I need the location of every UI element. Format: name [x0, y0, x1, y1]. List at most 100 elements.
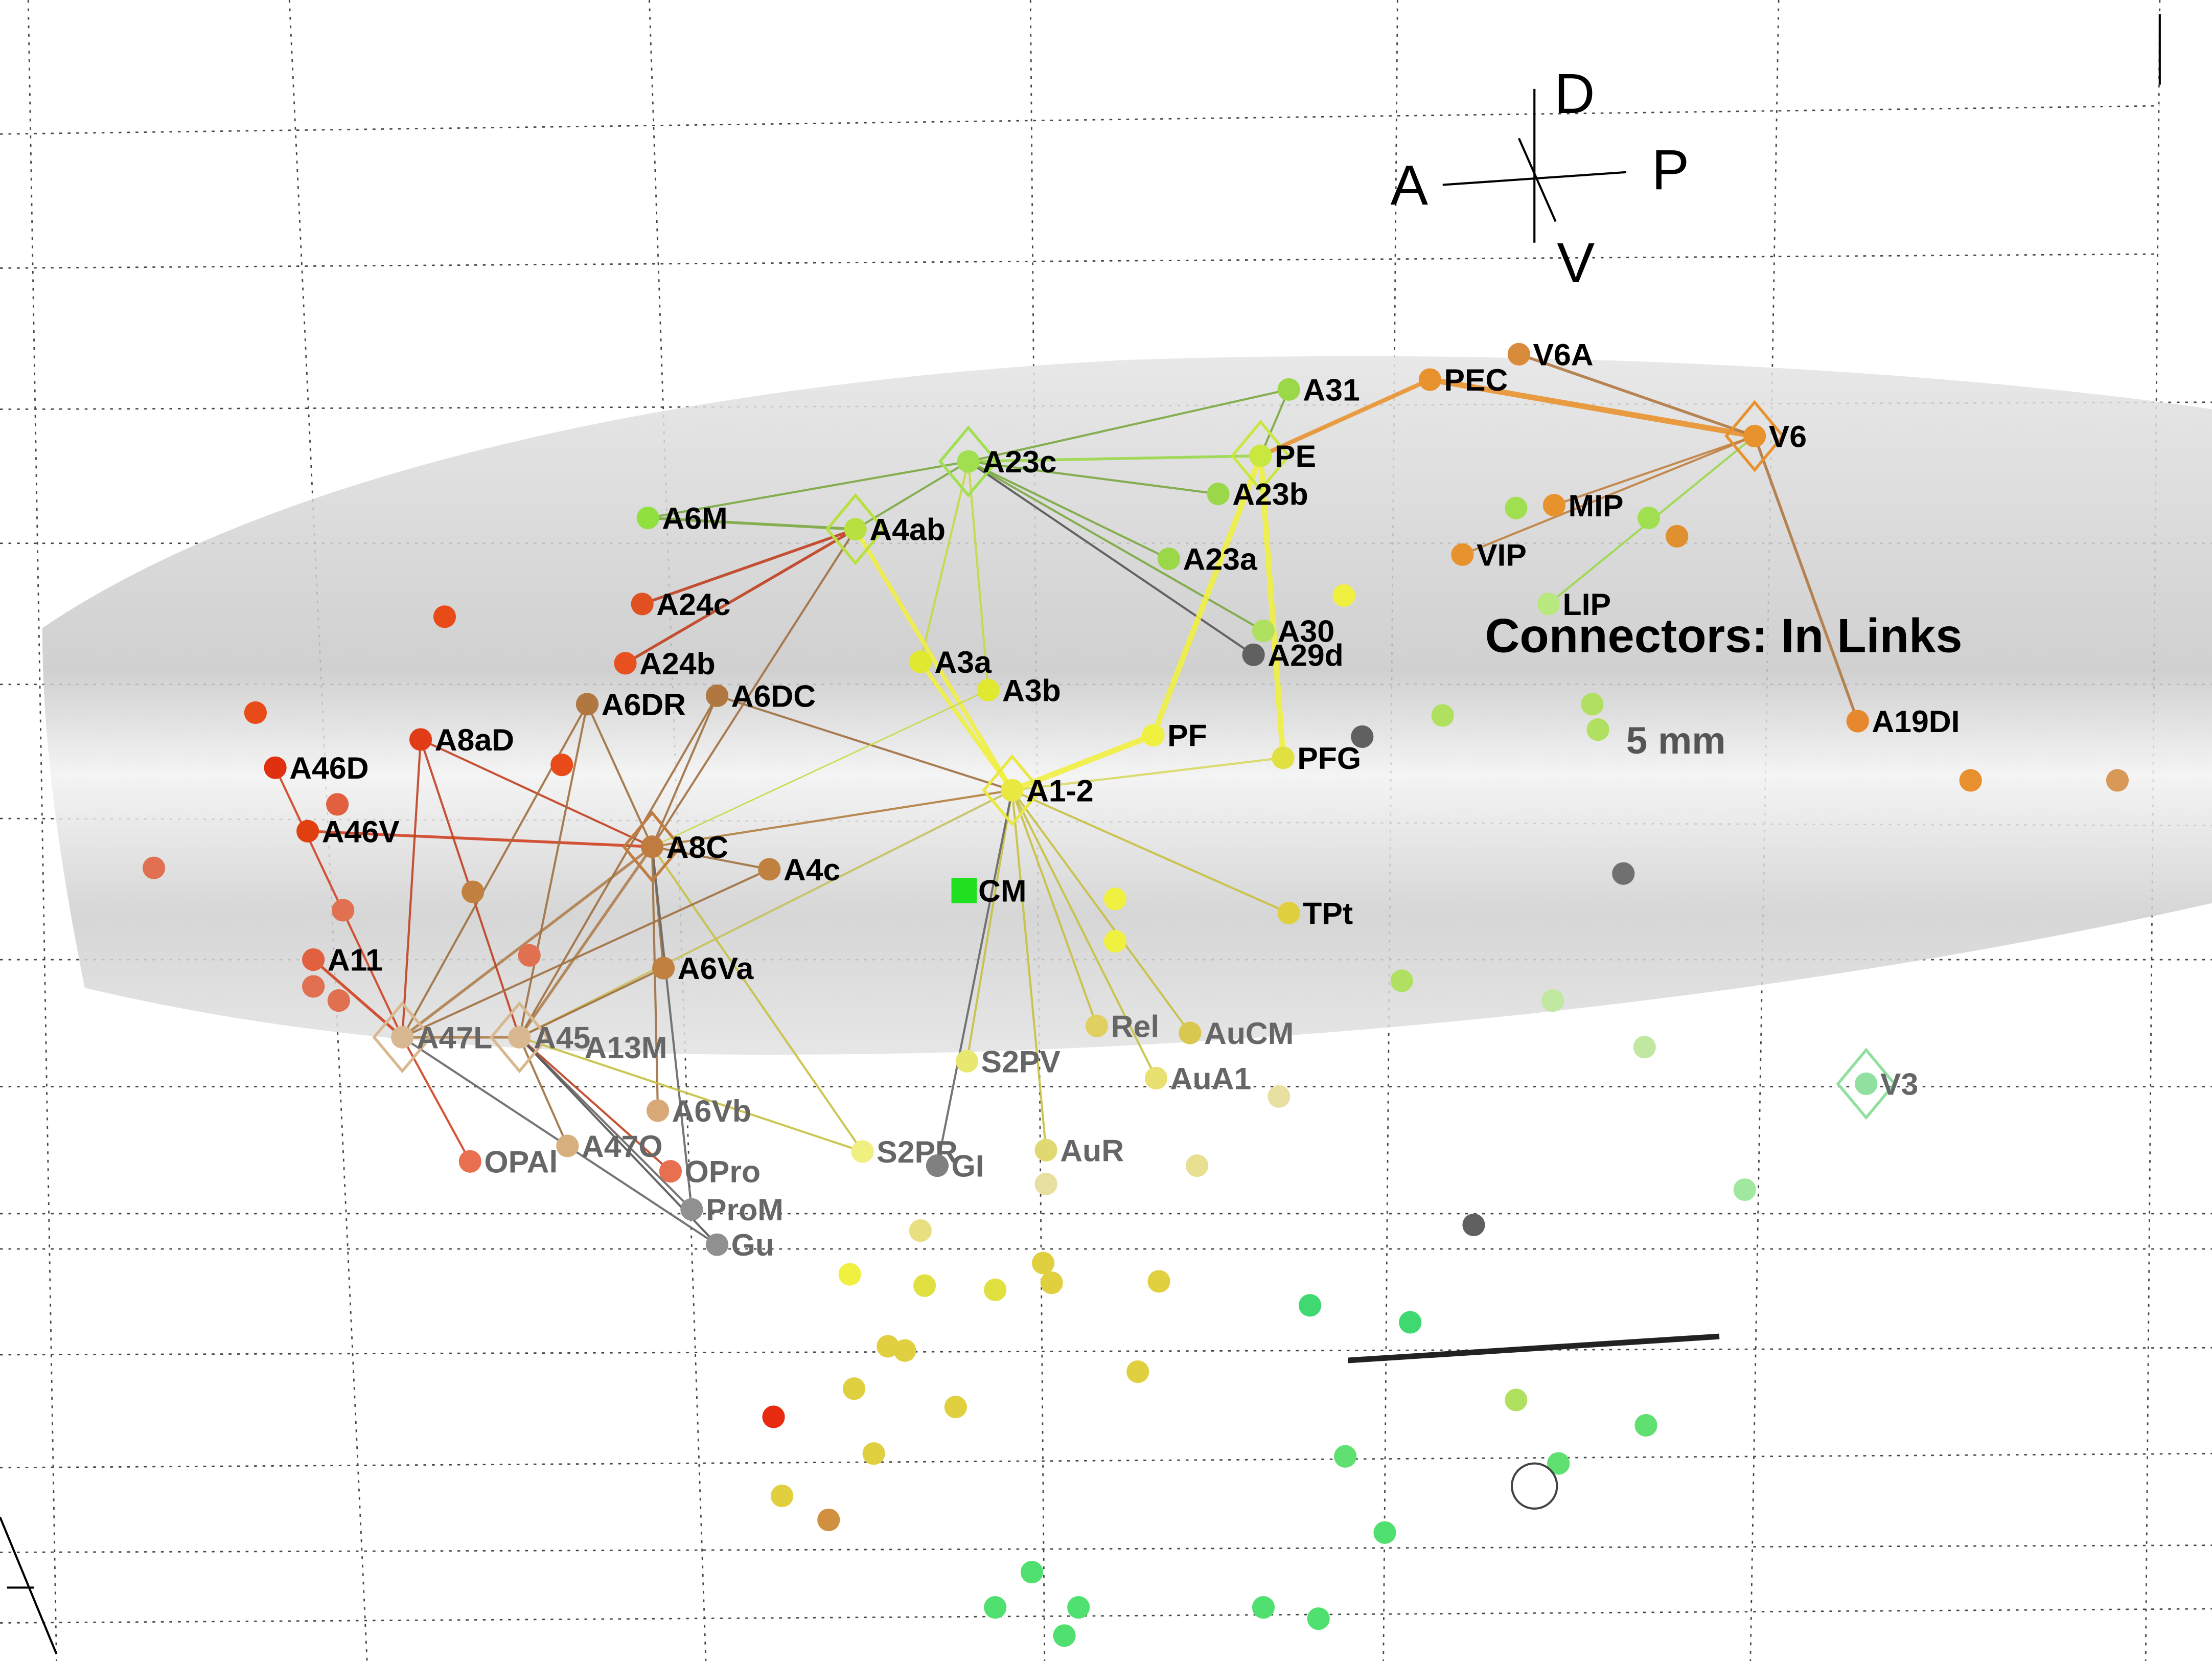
node-label: Gu: [731, 1227, 774, 1262]
node-highlight: [372, 1001, 432, 1074]
grid-line: [0, 1608, 2212, 1624]
node-label: A23b: [1232, 477, 1308, 512]
point: [838, 1263, 861, 1286]
link: [651, 846, 864, 1152]
node-label: V6A: [1533, 337, 1593, 372]
node-label: A30: [1278, 613, 1334, 648]
node-label: TPt: [1303, 896, 1353, 931]
node-label: A6M: [662, 501, 727, 536]
link: [518, 846, 654, 1038]
node: [1179, 1021, 1202, 1044]
link: [854, 528, 1014, 791]
point: [1332, 584, 1355, 607]
point: [1031, 1252, 1055, 1275]
link: [651, 695, 718, 848]
grid-line: [0, 1544, 2212, 1553]
node-highlight: [1230, 420, 1291, 492]
node-label: A23c: [982, 444, 1056, 479]
link: [919, 461, 970, 663]
point: [1581, 693, 1604, 716]
link: [518, 704, 589, 1038]
link: [1011, 789, 1289, 914]
node: [1507, 343, 1530, 366]
link: [651, 847, 693, 1210]
link: [968, 388, 1289, 463]
node-label: VIP: [1477, 537, 1527, 572]
node-label: A4ab: [869, 512, 946, 547]
node-label: A4c: [784, 852, 840, 887]
point: [1505, 496, 1528, 519]
point: [1147, 1270, 1170, 1293]
point: [332, 899, 355, 922]
node: [302, 948, 325, 971]
node: [646, 1099, 670, 1122]
node-label: A6Va: [678, 951, 754, 986]
node-label: Rel: [1111, 1009, 1160, 1043]
node-label: A24b: [639, 646, 716, 681]
node-highlight: [622, 810, 682, 883]
node: [556, 1134, 579, 1157]
link: [1462, 435, 1755, 556]
link: [519, 967, 664, 1038]
node: [1157, 548, 1181, 571]
node-label: A1-2: [1026, 773, 1094, 808]
link: [625, 528, 857, 665]
node: [758, 858, 781, 881]
link: [518, 695, 718, 1038]
link: [1259, 377, 1431, 458]
point: [1252, 1596, 1275, 1619]
node: [508, 1026, 531, 1049]
link: [918, 661, 1014, 792]
node-label: LIP: [1562, 587, 1611, 622]
axis-corner: [0, 14, 2161, 1654]
link: [967, 461, 989, 691]
point: [1034, 1172, 1057, 1196]
node-label: AuA1: [1170, 1061, 1252, 1096]
node: [1277, 378, 1300, 401]
node-label: A46V: [322, 814, 400, 849]
point: [1126, 1360, 1149, 1383]
node-label: GI: [952, 1149, 984, 1184]
node-label: PEC: [1444, 362, 1508, 397]
node-label: S2PV: [981, 1044, 1061, 1079]
point: [327, 989, 350, 1012]
link: [1011, 789, 1191, 1034]
link: [1753, 436, 1859, 722]
link: [518, 1037, 569, 1147]
link: [1011, 790, 1047, 1150]
point: [1053, 1624, 1076, 1647]
node-label: A19DI: [1872, 704, 1960, 739]
cursor-marker: [1510, 1462, 1558, 1510]
node-label: MIP: [1569, 488, 1624, 523]
link: [648, 516, 856, 531]
node-label: A8aD: [435, 722, 514, 757]
link: [967, 460, 1169, 560]
link: [1012, 757, 1283, 791]
point: [1268, 1085, 1291, 1108]
node: [1252, 619, 1275, 642]
point: [862, 1442, 885, 1465]
point: [1431, 704, 1454, 727]
node: [640, 835, 664, 858]
point: [244, 701, 267, 724]
node-highlight: [1724, 400, 1785, 472]
node-label: AuCM: [1204, 1016, 1294, 1051]
node-label: A31: [1303, 372, 1360, 407]
node: [296, 820, 319, 843]
point: [984, 1278, 1007, 1302]
node-label: A23a: [1183, 542, 1258, 577]
point: [1547, 1452, 1570, 1475]
node: [614, 652, 637, 675]
edges: [274, 353, 1859, 1246]
point: [1186, 1154, 1209, 1177]
node: [680, 1198, 703, 1221]
node-label: A8C: [666, 830, 729, 864]
title: Connectors: In Links: [1485, 608, 1963, 662]
link: [401, 739, 422, 1038]
point: [1462, 1213, 1485, 1237]
point: [1633, 1036, 1656, 1059]
node: [1846, 710, 1869, 733]
link: [1011, 789, 1157, 1079]
node: [1418, 368, 1441, 391]
link: [648, 460, 969, 519]
